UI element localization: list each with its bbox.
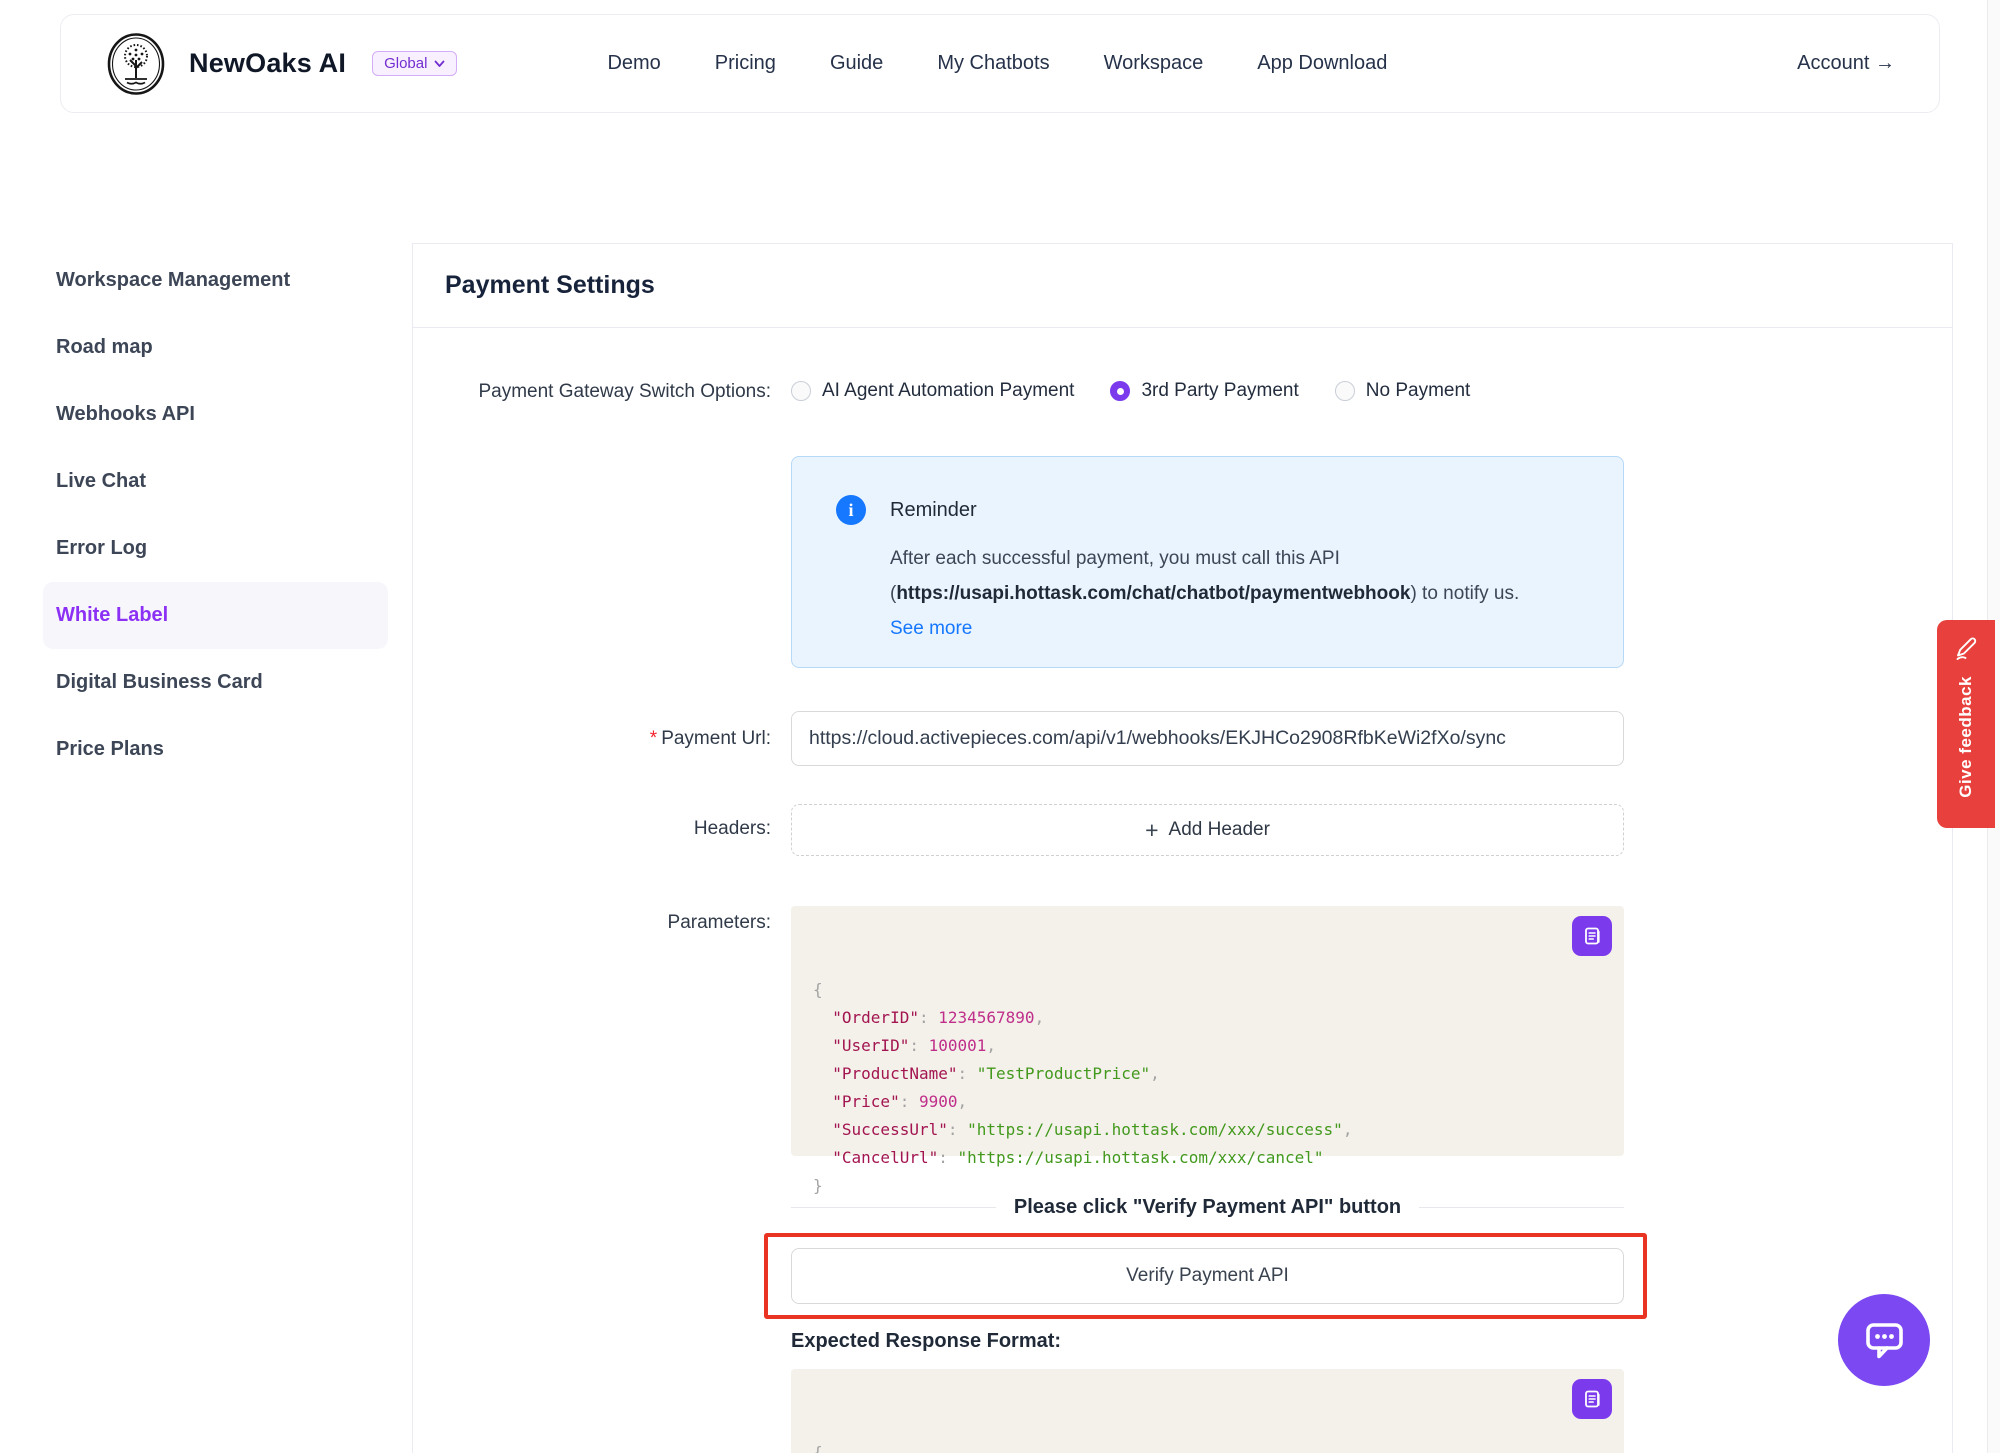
code-line: "SuccessUrl": "https://usapi.hottask.com… <box>813 1120 1353 1139</box>
radio-option-label: 3rd Party Payment <box>1141 380 1299 401</box>
tree-logo-icon <box>107 32 165 95</box>
copy-icon <box>1585 1390 1600 1408</box>
copy-icon <box>1585 927 1600 945</box>
chat-widget-button[interactable] <box>1838 1294 1930 1386</box>
copy-parameters-button[interactable] <box>1572 916 1612 956</box>
headers-label: Headers: <box>693 818 771 839</box>
chevron-down-icon <box>435 60 445 67</box>
expected-code-block: { "Data": { "URL": "https://checkout.str… <box>791 1369 1624 1453</box>
reminder-api-url: https://usapi.hottask.com/chat/chatbot/p… <box>896 583 1411 604</box>
top-navbar: NewOaks AI Global Demo Pricing Guide My Cha… <box>60 14 1940 113</box>
nav-item-app-download[interactable]: App Download <box>1257 52 1388 74</box>
radio-unselected-icon <box>1334 381 1355 401</box>
radio-option-label: AI Agent Automation Payment <box>822 380 1075 401</box>
parameters-code-block: { "OrderID": 1234567890, "UserID": 10000… <box>791 906 1624 1195</box>
expected-response-label: Expected Response Format: <box>791 1330 1062 1352</box>
chat-bubble-icon <box>1866 1323 1903 1359</box>
card-body: Payment Gateway Switch Options: AI Agent… <box>413 328 1952 1453</box>
required-asterisk: * <box>649 728 658 749</box>
copy-expected-button[interactable] <box>1572 1379 1612 1419</box>
sidebar-item-digital-business-card[interactable]: Digital Business Card <box>56 671 263 693</box>
page-title: Payment Settings <box>445 271 655 299</box>
expected-code: { "Data": { "URL": "https://checkout.str… <box>813 1439 1564 1453</box>
sidebar: Workspace Management Road map Webhooks API… <box>43 247 388 783</box>
divider-line-right <box>1419 1206 1625 1208</box>
give-feedback-tab[interactable]: Give feedback <box>1937 620 1995 828</box>
add-header-button[interactable]: + Add Header <box>791 804 1624 856</box>
divider-line-left <box>791 1206 996 1208</box>
parameters-label: Parameters: <box>667 912 771 933</box>
sidebar-item-workspace-management[interactable]: Workspace Management <box>56 269 291 291</box>
reminder-box: i Reminder After each successful payment… <box>791 456 1624 668</box>
pencil-icon <box>1956 637 1977 660</box>
radio-option-ai-agent-automation-payment[interactable]: AI Agent Automation Payment <box>791 380 1074 402</box>
code-line: "UserID": 100001, <box>813 1036 997 1055</box>
sidebar-item-road-map[interactable]: Road map <box>56 336 153 358</box>
main-nav: Demo Pricing Guide My Chatbots Workspace App … <box>607 52 1387 75</box>
code-line: "OrderID": 1234567890, <box>813 1008 1045 1027</box>
radio-option-label: No Payment <box>1365 380 1471 401</box>
sidebar-item-webhooks-api[interactable]: Webhooks API <box>56 403 195 425</box>
verify-payment-api-button[interactable]: Verify Payment API <box>791 1248 1624 1304</box>
plus-icon: + <box>1145 816 1159 843</box>
gateway-options-label: Payment Gateway Switch Options: <box>478 381 771 402</box>
feedback-tab-label: Give feedback <box>1956 676 1975 798</box>
verify-divider: Please click "Verify Payment API" button <box>791 1194 1625 1220</box>
payment-url-label: * Payment Url: <box>413 728 771 750</box>
sidebar-item-live-chat[interactable]: Live Chat <box>56 470 147 492</box>
reminder-header: i Reminder <box>836 495 1583 525</box>
reminder-text-after: ) to notify us. <box>1410 583 1520 604</box>
gateway-radio-group: AI Agent Automation Payment 3rd Party Pay… <box>791 368 1470 414</box>
code-line: "CancelUrl": "https://usapi.hottask.com/… <box>813 1148 1324 1167</box>
radio-unselected-icon <box>791 381 811 401</box>
account-link[interactable]: Account → <box>1797 52 1895 74</box>
divider-text: Please click "Verify Payment API" button <box>1013 1195 1402 1218</box>
brand: NewOaks AI Global <box>105 32 458 96</box>
brand-title: NewOaks AI <box>189 48 347 78</box>
code-line: } <box>813 1176 823 1195</box>
code-line: { <box>813 1443 823 1453</box>
add-header-label: Add Header <box>1168 819 1270 840</box>
parameters-code: { "OrderID": 1234567890, "UserID": 10000… <box>813 976 1564 1200</box>
region-label: Global <box>384 55 428 72</box>
info-icon: i <box>836 495 866 525</box>
sidebar-item-white-label[interactable]: White Label <box>43 582 388 649</box>
radio-option-3rd-party-payment[interactable]: 3rd Party Payment <box>1110 380 1299 402</box>
payment-settings-card: Payment Settings Payment Gateway Switch … <box>412 243 1953 1453</box>
nav-item-guide[interactable]: Guide <box>829 52 884 74</box>
code-line: "Price": 9900, <box>813 1092 968 1111</box>
see-more-link[interactable]: See more <box>890 618 973 639</box>
payment-url-input[interactable] <box>791 711 1624 766</box>
code-line: "ProductName": "TestProductPrice", <box>813 1064 1160 1083</box>
payment-url-label-text: Payment Url: <box>661 728 771 749</box>
nav-item-demo[interactable]: Demo <box>607 52 661 74</box>
radio-selected-icon <box>1110 381 1131 401</box>
code-line: { <box>813 980 823 999</box>
sidebar-item-error-log[interactable]: Error Log <box>56 537 148 559</box>
reminder-text-before: After each successful payment, you must … <box>890 548 1340 604</box>
nav-item-pricing[interactable]: Pricing <box>714 52 776 74</box>
sidebar-item-price-plans[interactable]: Price Plans <box>56 738 164 760</box>
radio-option-no-payment[interactable]: No Payment <box>1334 380 1471 402</box>
reminder-title: Reminder <box>890 498 977 521</box>
reminder-text: After each successful payment, you must … <box>890 541 1540 646</box>
card-header: Payment Settings <box>413 244 1952 328</box>
nav-item-workspace[interactable]: Workspace <box>1103 52 1204 74</box>
region-selector[interactable]: Global <box>372 51 458 76</box>
nav-item-my-chatbots[interactable]: My Chatbots <box>937 52 1050 74</box>
